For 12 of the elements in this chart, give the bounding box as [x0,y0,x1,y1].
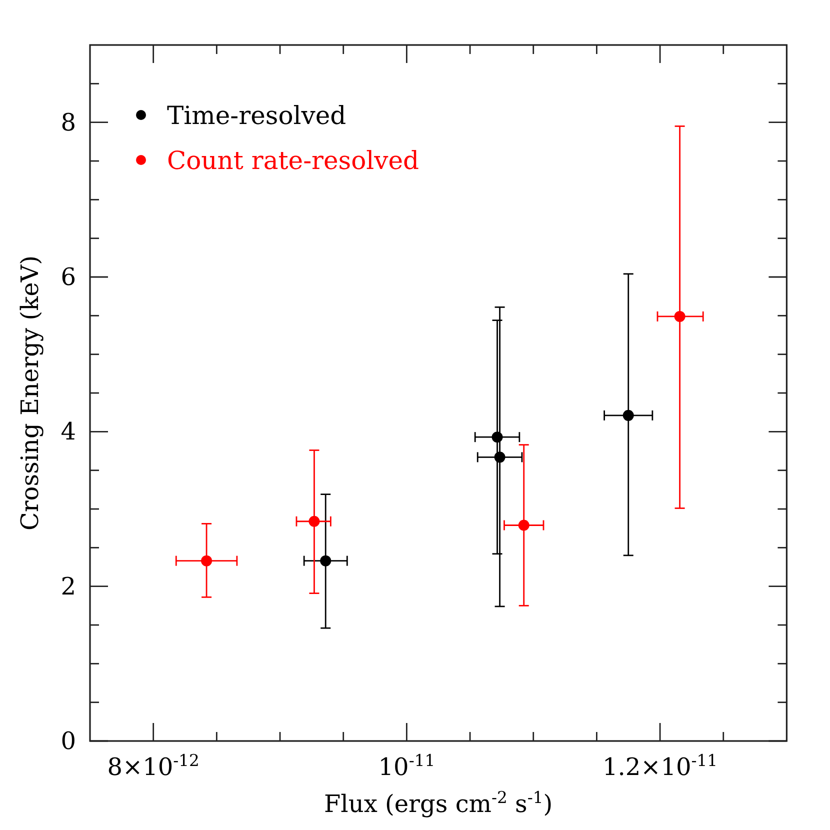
y-axis-title: Crossing Energy (keV) [16,255,44,531]
y-tick-label: 2 [60,572,76,600]
x-axis-title: Flux (ergs cm$^{-2}$ s$^{-1}$) [324,788,553,818]
y-tick-label: 8 [60,108,76,136]
legend-label: Time-resolved [167,100,346,130]
x-tick-label: 1.2×10$^{-11}$ [602,750,718,781]
y-tick-label: 4 [60,418,76,446]
x-tick-label: 10$^{-11}$ [378,750,436,781]
x-tick-label: 8×10$^{-12}$ [107,750,200,781]
legend-label: Count rate-resolved [167,146,420,174]
y-tick-label: 6 [60,263,76,291]
y-tick-label: 0 [60,727,76,755]
